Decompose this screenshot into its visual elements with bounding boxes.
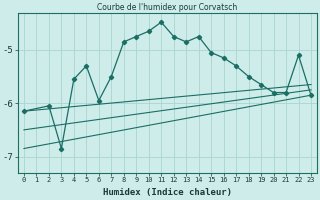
Title: Courbe de l'humidex pour Corvatsch: Courbe de l'humidex pour Corvatsch xyxy=(97,3,237,12)
X-axis label: Humidex (Indice chaleur): Humidex (Indice chaleur) xyxy=(103,188,232,197)
